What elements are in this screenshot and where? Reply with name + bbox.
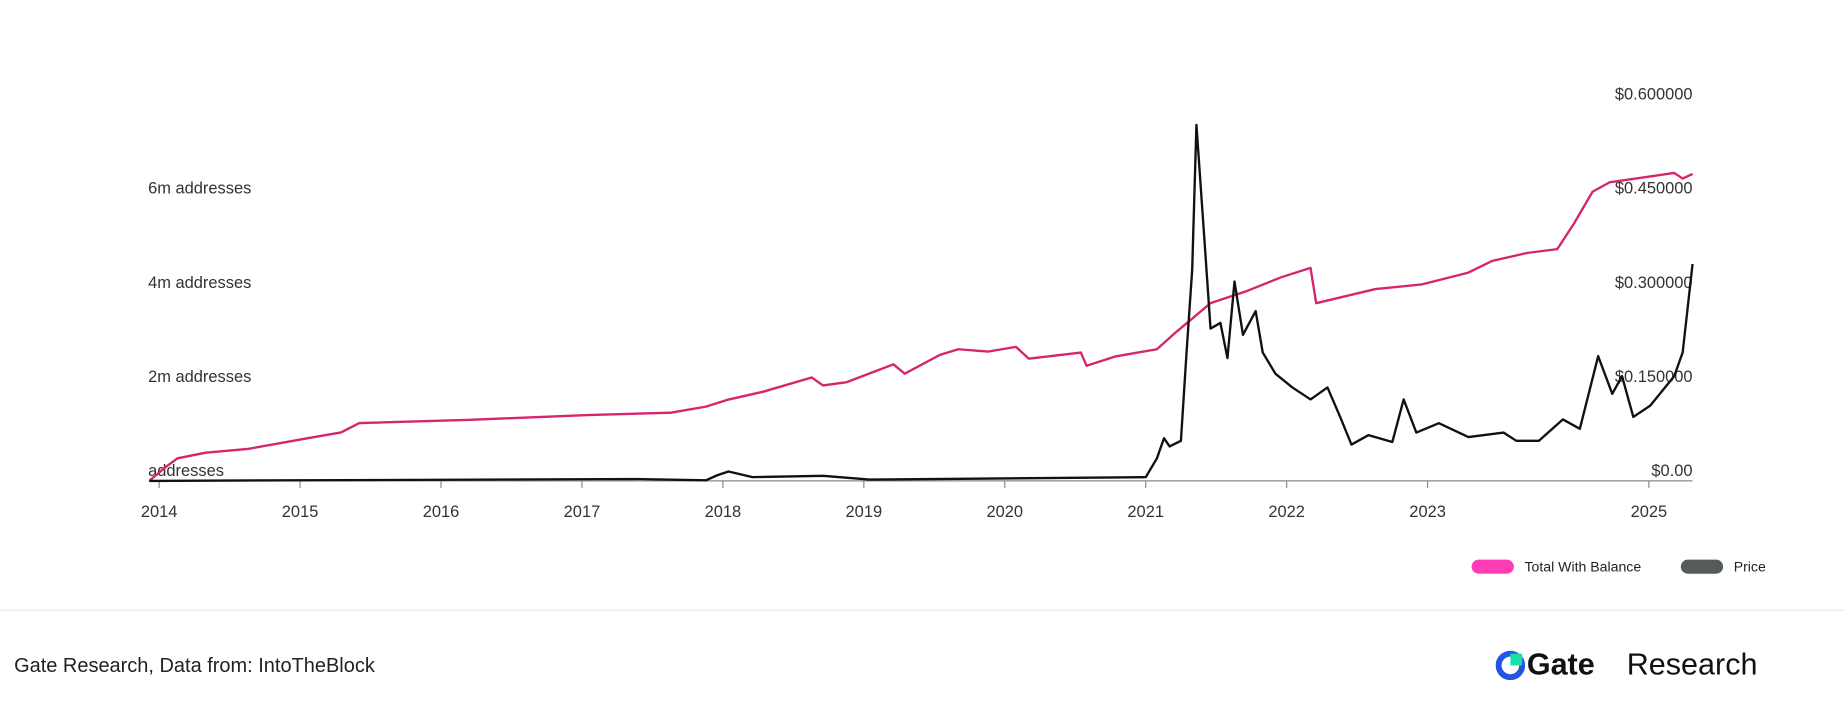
legend-swatch (1680, 559, 1724, 574)
series-line (148, 171, 1694, 482)
legend-label: Total With Balance (1524, 559, 1641, 575)
y2-tick-label: $0.450000 (1615, 180, 1693, 198)
y2-tick-label: $0.600000 (1615, 86, 1693, 104)
legend-label: Price (1734, 559, 1766, 575)
x-tick-label: 2019 (846, 503, 883, 521)
x-tick-label: 2014 (141, 503, 178, 521)
x-tick-label: 2018 (705, 503, 742, 521)
legend-swatch (1471, 559, 1514, 574)
logo-product: Research (1627, 648, 1758, 682)
source-note: Gate Research, Data from: IntoTheBlock (14, 655, 376, 677)
x-tick-label: 2025 (1631, 503, 1668, 521)
x-tick-label: 2020 (986, 503, 1023, 521)
x-tick-label: 2022 (1268, 503, 1305, 521)
logo: Gate Research (1495, 648, 1758, 682)
x-tick-label: 2016 (423, 503, 460, 521)
logo-brand: Gate (1527, 648, 1595, 682)
y-tick-label: 4m addresses (148, 274, 251, 292)
series-line (149, 123, 1694, 483)
x-tick-label: 2021 (1127, 503, 1164, 521)
y-tick-label: 6m addresses (148, 180, 251, 198)
y2-tick-label: $0.300000 (1615, 274, 1693, 292)
logo-icon-accent (1510, 653, 1523, 666)
x-tick-label: 2023 (1409, 503, 1446, 521)
y2-tick-label: $0.150000 (1615, 368, 1693, 386)
x-tick-label: 2015 (282, 503, 319, 521)
x-tick-label: 2017 (564, 503, 601, 521)
y-tick-label: 2m addresses (148, 368, 251, 386)
y2-tick-label: $0.00 (1651, 462, 1692, 480)
